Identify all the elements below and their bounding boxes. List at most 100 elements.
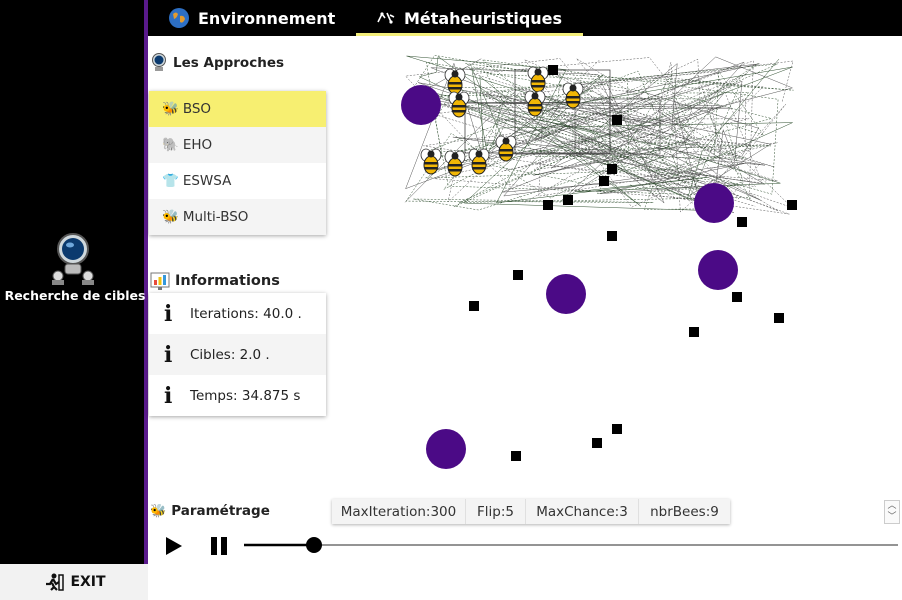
chevron-down-icon[interactable]: ﹀ <box>887 512 897 522</box>
bee-icon <box>527 66 549 93</box>
approach-item-bso[interactable]: 🐝 BSO <box>149 91 326 127</box>
info-temps: i Temps: 34.875 s <box>149 375 326 416</box>
obstacle-square <box>732 292 742 302</box>
obstacle-square <box>469 301 479 311</box>
approach-item-eho[interactable]: 🐘 EHO <box>149 127 326 163</box>
obstacle-square <box>612 115 622 125</box>
chevron-up-icon[interactable]: ︿ <box>887 501 897 511</box>
info-iterations: i Iterations: 40.0 . <box>149 293 326 334</box>
exit-button[interactable]: EXIT <box>0 564 148 600</box>
approaches-heading-label: Les Approches <box>173 55 285 71</box>
swarm-icon <box>377 12 395 24</box>
obstacle-square <box>607 231 617 241</box>
param-nbr-bees[interactable]: nbrBees:9 <box>650 503 719 520</box>
approaches-list: 🐝 BSO 🐘 EHO 👕 ESWSA 🐝 Multi-BSO <box>149 91 326 235</box>
chart-icon <box>150 272 170 290</box>
bee-path <box>423 58 794 213</box>
param-max-chance[interactable]: MaxChance:3 <box>526 499 639 524</box>
bee-icon: 🐝 <box>162 209 179 225</box>
bee-paths <box>404 55 794 215</box>
approach-label: BSO <box>182 101 212 117</box>
obstacle-square <box>737 217 747 227</box>
info-cibles: i Cibles: 2.0 . <box>149 334 326 375</box>
info-icon: i <box>164 341 173 368</box>
target-circle <box>426 429 466 469</box>
info-iterations-text: Iterations: 40.0 . <box>190 305 302 322</box>
obstacle-square <box>511 451 521 461</box>
info-cibles-text: Cibles: 2.0 . <box>190 346 270 363</box>
running-exit-icon <box>46 573 65 591</box>
bee-path <box>404 57 779 214</box>
shirt-icon: 👕 <box>162 173 179 189</box>
approach-label: EHO <box>182 137 213 153</box>
bee-icon: 🐝 <box>162 101 179 117</box>
sidebar <box>0 0 144 564</box>
targets <box>401 85 738 469</box>
search-region <box>574 98 661 155</box>
tab-bar <box>148 0 902 36</box>
obstacle-square <box>774 313 784 323</box>
elephant-icon: 🐘 <box>162 137 179 153</box>
param-spinner[interactable]: ︿ ﹀ <box>884 500 900 524</box>
obstacle-square <box>689 327 699 337</box>
robot-icon <box>152 53 166 71</box>
bee-icon <box>448 91 470 118</box>
target-circle <box>698 250 738 290</box>
pause-button[interactable] <box>210 536 230 556</box>
obstacles <box>469 65 797 461</box>
tab-metaheuristiques[interactable]: Métaheuristiques <box>356 0 582 36</box>
informations-heading-label: Informations <box>175 273 280 289</box>
robot-icon <box>52 233 94 285</box>
approach-item-multi-bso[interactable]: 🐝 Multi-BSO <box>149 199 326 235</box>
progress-slider[interactable] <box>244 534 898 556</box>
obstacle-square <box>787 200 797 210</box>
search-region <box>514 69 611 155</box>
tab-environnement-label: Environnement <box>198 8 336 28</box>
bee-path <box>422 59 779 210</box>
tab-metaheuristiques-label: Métaheuristiques <box>403 8 563 28</box>
approach-item-eswsa[interactable]: 👕 ESWSA <box>149 163 326 199</box>
parametrage-heading: 🐝 Paramétrage <box>150 503 270 519</box>
info-icon: i <box>164 300 173 327</box>
bee-icon <box>444 68 466 95</box>
obstacle-square <box>548 65 558 75</box>
informations-heading: Informations <box>150 271 280 291</box>
bees <box>420 66 584 177</box>
parameters-bar: MaxIteration:300 Flip:5 MaxChance:3 nbrB… <box>332 499 730 524</box>
sidebar-accent-bar <box>144 0 148 568</box>
bee-icon <box>495 135 517 162</box>
slider-thumb[interactable] <box>306 537 322 553</box>
obstacle-square <box>612 424 622 434</box>
approach-label: Multi-BSO <box>182 209 249 225</box>
param-flip[interactable]: Flip:5 <box>466 499 526 524</box>
bee-icon <box>562 82 584 109</box>
bee-icon <box>524 90 546 117</box>
info-icon: i <box>164 382 173 409</box>
bee-path <box>440 63 771 195</box>
target-circle <box>546 274 586 314</box>
bee-path <box>406 55 793 212</box>
simulation-canvas <box>401 55 797 469</box>
bee-path <box>404 63 772 204</box>
obstacle-square <box>543 200 553 210</box>
obstacle-square <box>592 438 602 448</box>
app-title: Recherche de cibles <box>4 288 146 303</box>
obstacle-square <box>607 164 617 174</box>
obstacle-square <box>513 270 523 280</box>
play-button[interactable] <box>164 536 184 556</box>
tab-environnement[interactable]: Environnement <box>168 0 335 36</box>
obstacle-square <box>563 195 573 205</box>
param-max-iteration[interactable]: MaxIteration:300 <box>332 499 466 524</box>
obstacle-square <box>599 176 609 186</box>
bee-icon <box>420 148 442 175</box>
active-tab-indicator <box>356 33 583 36</box>
globe-icon <box>169 8 189 28</box>
parametrage-heading-label: Paramétrage <box>171 503 270 519</box>
bee-icon: 🐝 <box>150 503 167 519</box>
bee-icon <box>468 148 490 175</box>
bee-icon <box>444 150 466 177</box>
informations-panel: i Iterations: 40.0 . i Cibles: 2.0 . i T… <box>149 293 326 416</box>
info-temps-text: Temps: 34.875 s <box>190 387 301 404</box>
target-circle <box>694 183 734 223</box>
target-circle <box>401 85 441 125</box>
